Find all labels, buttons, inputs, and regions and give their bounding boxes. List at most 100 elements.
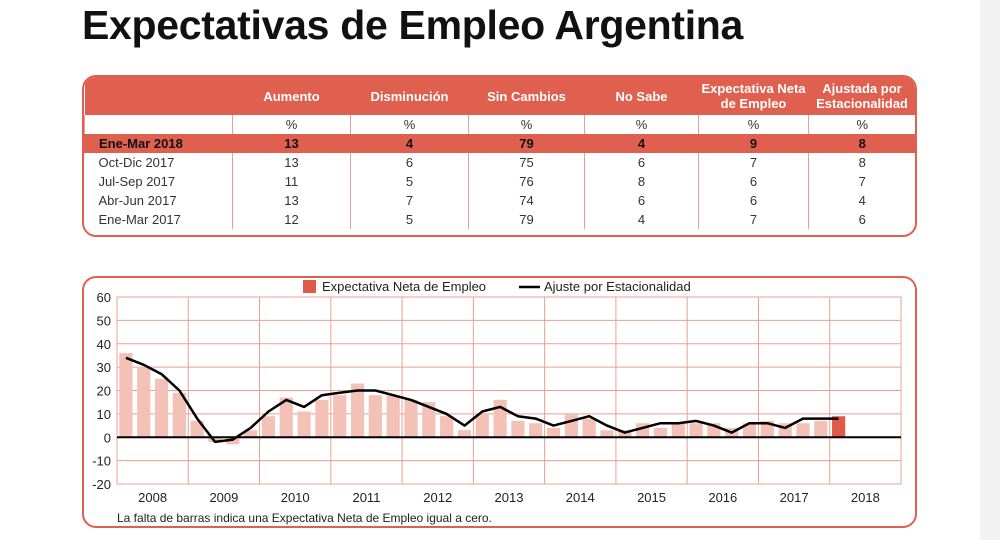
column-header: Disminución — [350, 77, 469, 115]
table-cell: 75 — [468, 153, 585, 172]
bar — [404, 399, 418, 438]
table-cell: 12 — [232, 210, 351, 229]
table-cell: 4 — [808, 191, 915, 210]
row-label: Abr-Jun 2017 — [98, 193, 177, 208]
bar — [546, 427, 561, 438]
bar — [172, 392, 186, 438]
bar — [671, 423, 685, 438]
bar — [119, 353, 133, 438]
unit-cell: % — [584, 115, 699, 134]
table-cell: 6 — [698, 191, 809, 210]
table-cell: 7 — [698, 153, 809, 172]
bar — [600, 430, 614, 438]
x-tick-label: 2008 — [138, 490, 167, 505]
bar — [244, 430, 258, 438]
x-tick-label: 2017 — [780, 490, 809, 505]
bar — [440, 416, 454, 438]
x-tick-label: 2014 — [566, 490, 595, 505]
bar — [689, 423, 703, 438]
bar — [582, 418, 596, 438]
bar — [386, 395, 400, 438]
table-cell: 11 — [232, 172, 351, 191]
grid — [116, 296, 902, 485]
unit-cell: % — [698, 115, 809, 134]
seasonal-adjustment-line — [125, 356, 839, 444]
table-cell: 79 — [468, 210, 585, 229]
bar — [333, 395, 347, 438]
table-cell: 13 — [232, 191, 351, 210]
bars — [119, 353, 846, 445]
legend: Expectativa Neta de Empleo Ajuste por Es… — [303, 279, 691, 294]
column-header: Aumento — [232, 77, 351, 115]
employment-table: Aumento Disminución Sin Cambios No Sabe … — [84, 77, 915, 229]
table-row-highlighted: Ene-Mar 2018 13 4 79 4 9 8 — [84, 134, 915, 153]
column-header: No Sabe — [584, 77, 699, 115]
table-cell: 7 — [808, 172, 915, 191]
table-cell: 76 — [468, 172, 585, 191]
table-cell: 6 — [584, 191, 699, 210]
x-tick-label: 2016 — [708, 490, 737, 505]
y-tick-label: 20 — [97, 384, 111, 399]
table-cell: 13 — [232, 134, 351, 153]
bar — [279, 397, 293, 438]
bar — [350, 383, 365, 438]
y-tick-label: 0 — [104, 430, 111, 445]
right-scroll-strip — [980, 0, 1000, 540]
bar — [814, 420, 828, 438]
employment-table-card: Aumento Disminución Sin Cambios No Sabe … — [82, 75, 917, 237]
row-label: Jul-Sep 2017 — [98, 174, 176, 189]
table-cell: 13 — [232, 153, 351, 172]
y-tick-label: 30 — [97, 360, 111, 375]
table-cell: 6 — [808, 210, 915, 229]
table-cell: 7 — [698, 210, 809, 229]
column-header — [84, 77, 233, 115]
x-tick-label: 2018 — [851, 490, 880, 505]
unit-cell: % — [808, 115, 915, 134]
bar — [529, 423, 543, 438]
y-tick-label: 50 — [97, 313, 111, 328]
unit-cell — [84, 115, 233, 134]
x-tick-label: 2012 — [423, 490, 452, 505]
bar — [190, 420, 204, 438]
column-header: Sin Cambios — [468, 77, 585, 115]
table-cell: 8 — [584, 172, 699, 191]
column-header: Ajustada por Estacionalidad — [808, 77, 915, 115]
legend-bar-label: Expectativa Neta de Empleo — [322, 279, 486, 294]
table-row: Jul-Sep 2017 11 5 76 8 6 7 — [85, 172, 915, 191]
bar — [511, 420, 525, 438]
unit-cell: % — [350, 115, 469, 134]
x-tick-label: 2013 — [495, 490, 524, 505]
table-cell: 9 — [698, 134, 809, 153]
bar — [261, 416, 276, 438]
table-cell: 5 — [350, 210, 469, 229]
chart-card — [82, 276, 917, 528]
table-cell: 8 — [808, 134, 915, 153]
unit-cell: % — [232, 115, 351, 134]
bar — [208, 437, 222, 442]
bar — [297, 411, 311, 438]
table-cell: 5 — [350, 172, 469, 191]
seasonal-line-layer — [125, 356, 839, 444]
row-label: Oct-Dic 2017 — [98, 155, 175, 170]
bar — [368, 395, 382, 438]
bar — [653, 427, 668, 438]
chart-footnote: La falta de barras indica una Expectativ… — [117, 511, 492, 525]
units-row: % % % % % % — [84, 115, 915, 134]
table-cell: 4 — [584, 210, 699, 229]
bar — [475, 413, 489, 438]
table-cell: 74 — [468, 191, 585, 210]
table-cell: 7 — [350, 191, 469, 210]
bar — [796, 423, 810, 438]
y-tick-label: 10 — [97, 407, 111, 422]
x-tick-label: 2011 — [352, 490, 380, 505]
y-tick-label: 60 — [97, 290, 111, 305]
bar — [457, 430, 472, 438]
column-header: Expectativa Neta de Empleo — [698, 77, 809, 115]
axes: -20 -10 0 10 20 30 40 50 60 2008 2009 2010 2011 2012 2… — [92, 290, 901, 505]
legend-bar-swatch — [303, 280, 316, 293]
table-cell: 79 — [468, 134, 585, 153]
y-tick-label: -10 — [92, 454, 111, 469]
table-cell: 4 — [584, 134, 699, 153]
row-label: Ene-Mar 2017 — [98, 212, 181, 227]
